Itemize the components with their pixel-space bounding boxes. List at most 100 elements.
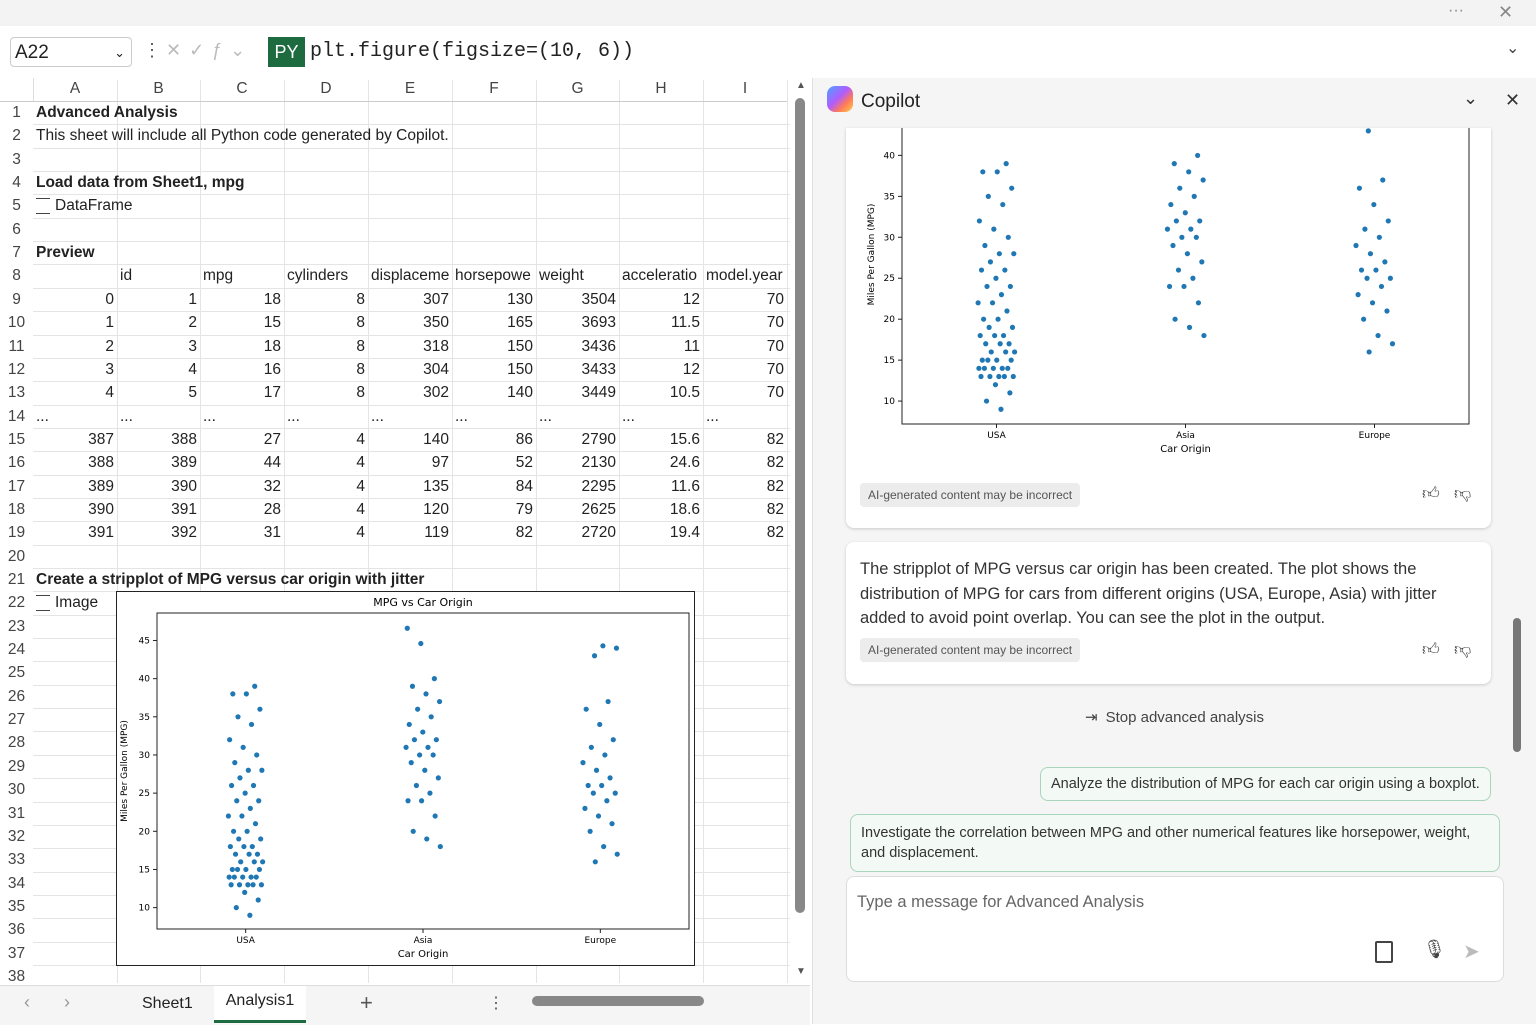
y-tick-label: 15 [139, 865, 150, 875]
strip-point [1389, 341, 1396, 347]
row-header: 23 [7, 617, 26, 635]
strip-point [403, 744, 409, 750]
strip-point [1171, 161, 1177, 167]
sheet-tabs-bar: ‹ › Sheet1 Analysis1 + ⋮ [0, 985, 810, 1025]
strip-point [226, 874, 232, 880]
strip-point [590, 790, 596, 796]
py-badge: PY [268, 37, 305, 67]
prompt-guide[interactable] [1375, 941, 1393, 963]
strip-point [986, 324, 992, 330]
thumbs-down[interactable]: 👎︎ [1454, 484, 1472, 503]
row-header: 5 [12, 197, 21, 215]
sheet-tab-active[interactable]: Analysis1 [214, 986, 306, 1023]
name-box[interactable]: A22 ⌄ [10, 37, 132, 67]
close-button[interactable]: ✕ [1498, 2, 1514, 22]
suggestion[interactable]: Investigate the correlation between MPG … [850, 814, 1500, 872]
send[interactable]: ➤ [1463, 941, 1480, 963]
suggestion[interactable]: Analyze the distribution of MPG for each… [1040, 767, 1491, 801]
strip-point [227, 737, 233, 743]
column-header: D [284, 80, 369, 102]
strip-point [983, 341, 989, 347]
strip-point [254, 752, 260, 758]
vertical-scrollbar[interactable]: ▲ ▼ [795, 80, 806, 977]
strip-point [259, 767, 265, 773]
strip-point [405, 798, 411, 804]
strip-point [437, 843, 443, 850]
thumbs-up[interactable]: 👍︎ [1422, 484, 1440, 503]
strip-point [1375, 332, 1381, 339]
cell: 389 [88, 477, 114, 495]
cell: 389 [171, 454, 197, 472]
row-line [33, 124, 790, 126]
sheet-tab[interactable]: Sheet1 [142, 995, 193, 1012]
row-line [33, 241, 790, 243]
more-button[interactable]: ··· [1448, 2, 1464, 19]
strip-point [1173, 218, 1179, 224]
tab-menu[interactable]: ⋮ [488, 995, 504, 1012]
collapse-button[interactable]: ⌄ [1463, 88, 1479, 108]
strip-point [1186, 324, 1193, 330]
strip-point [998, 292, 1005, 298]
sheet-grid: A B C D E F G H I 1 Advanced Analysis 2 This sheet w… [0, 78, 790, 983]
strip-point [1200, 177, 1206, 183]
strip-point [1376, 234, 1382, 240]
strip-point [433, 737, 439, 743]
next-sheet[interactable]: › [64, 992, 70, 1012]
cell: mpg [203, 267, 234, 285]
cell: 8 [356, 337, 365, 355]
strip-point [436, 698, 443, 705]
strip-point [232, 760, 238, 766]
stop-button[interactable]: ⇥ Stop advanced analysis [1085, 709, 1265, 726]
strip-point [253, 874, 259, 880]
strip-point [245, 882, 251, 888]
prev-sheet[interactable]: ‹ [24, 992, 30, 1012]
formula-text[interactable]: plt.figure(figsize=(10, 6)) [310, 40, 635, 63]
cell: 4 [356, 477, 365, 495]
formula-buttons[interactable]: ✕✓ƒ⌄ [166, 40, 254, 60]
strip-point [252, 821, 259, 827]
row-line [33, 334, 790, 336]
strip-point [1385, 218, 1391, 224]
column-header: A [33, 80, 118, 102]
cell: 82 [766, 454, 784, 472]
strip-point [1007, 283, 1013, 290]
strip-point [413, 782, 420, 789]
strip-point [245, 767, 251, 773]
cell: 24.6 [669, 454, 700, 472]
cell: 391 [88, 524, 114, 542]
y-tick-label: 20 [139, 827, 151, 837]
cell: 130 [507, 290, 533, 308]
cell: 2295 [581, 477, 616, 495]
strip-point [612, 790, 618, 796]
row-header: 28 [7, 734, 26, 752]
strip-point [1380, 177, 1386, 183]
row-header: 13 [7, 384, 26, 402]
row-header: 27 [7, 711, 26, 729]
row-line [33, 497, 790, 499]
strip-point [1002, 267, 1008, 273]
strip-point [978, 373, 984, 380]
strip-point [1164, 226, 1171, 232]
strip-point [593, 767, 600, 773]
row-line [33, 357, 790, 359]
add-sheet[interactable]: + [360, 990, 373, 1015]
cell: 11.6 [670, 477, 700, 495]
thumbs-down[interactable]: 👎︎ [1454, 640, 1472, 659]
thumbs-up[interactable]: 👍︎ [1422, 640, 1440, 659]
chat-input[interactable]: Type a message for Advanced Analysis 🎙︎ … [846, 876, 1504, 982]
close-pane[interactable]: ✕ [1505, 90, 1521, 110]
strip-point [228, 782, 235, 789]
cell: 52 [515, 454, 533, 472]
strip-point [601, 843, 607, 850]
strip-point [1003, 349, 1009, 355]
strip-point [236, 836, 242, 842]
horizontal-scrollbar[interactable] [532, 996, 704, 1006]
expand-formula[interactable]: ⌄ [1506, 40, 1520, 57]
microphone[interactable]: 🎙︎ [1423, 939, 1446, 959]
row-line [33, 147, 790, 149]
strip-point [1190, 275, 1196, 281]
x-tick-label: Asia [1176, 431, 1195, 441]
cell: ... [371, 407, 384, 425]
pane-scrollbar[interactable] [1513, 618, 1521, 752]
